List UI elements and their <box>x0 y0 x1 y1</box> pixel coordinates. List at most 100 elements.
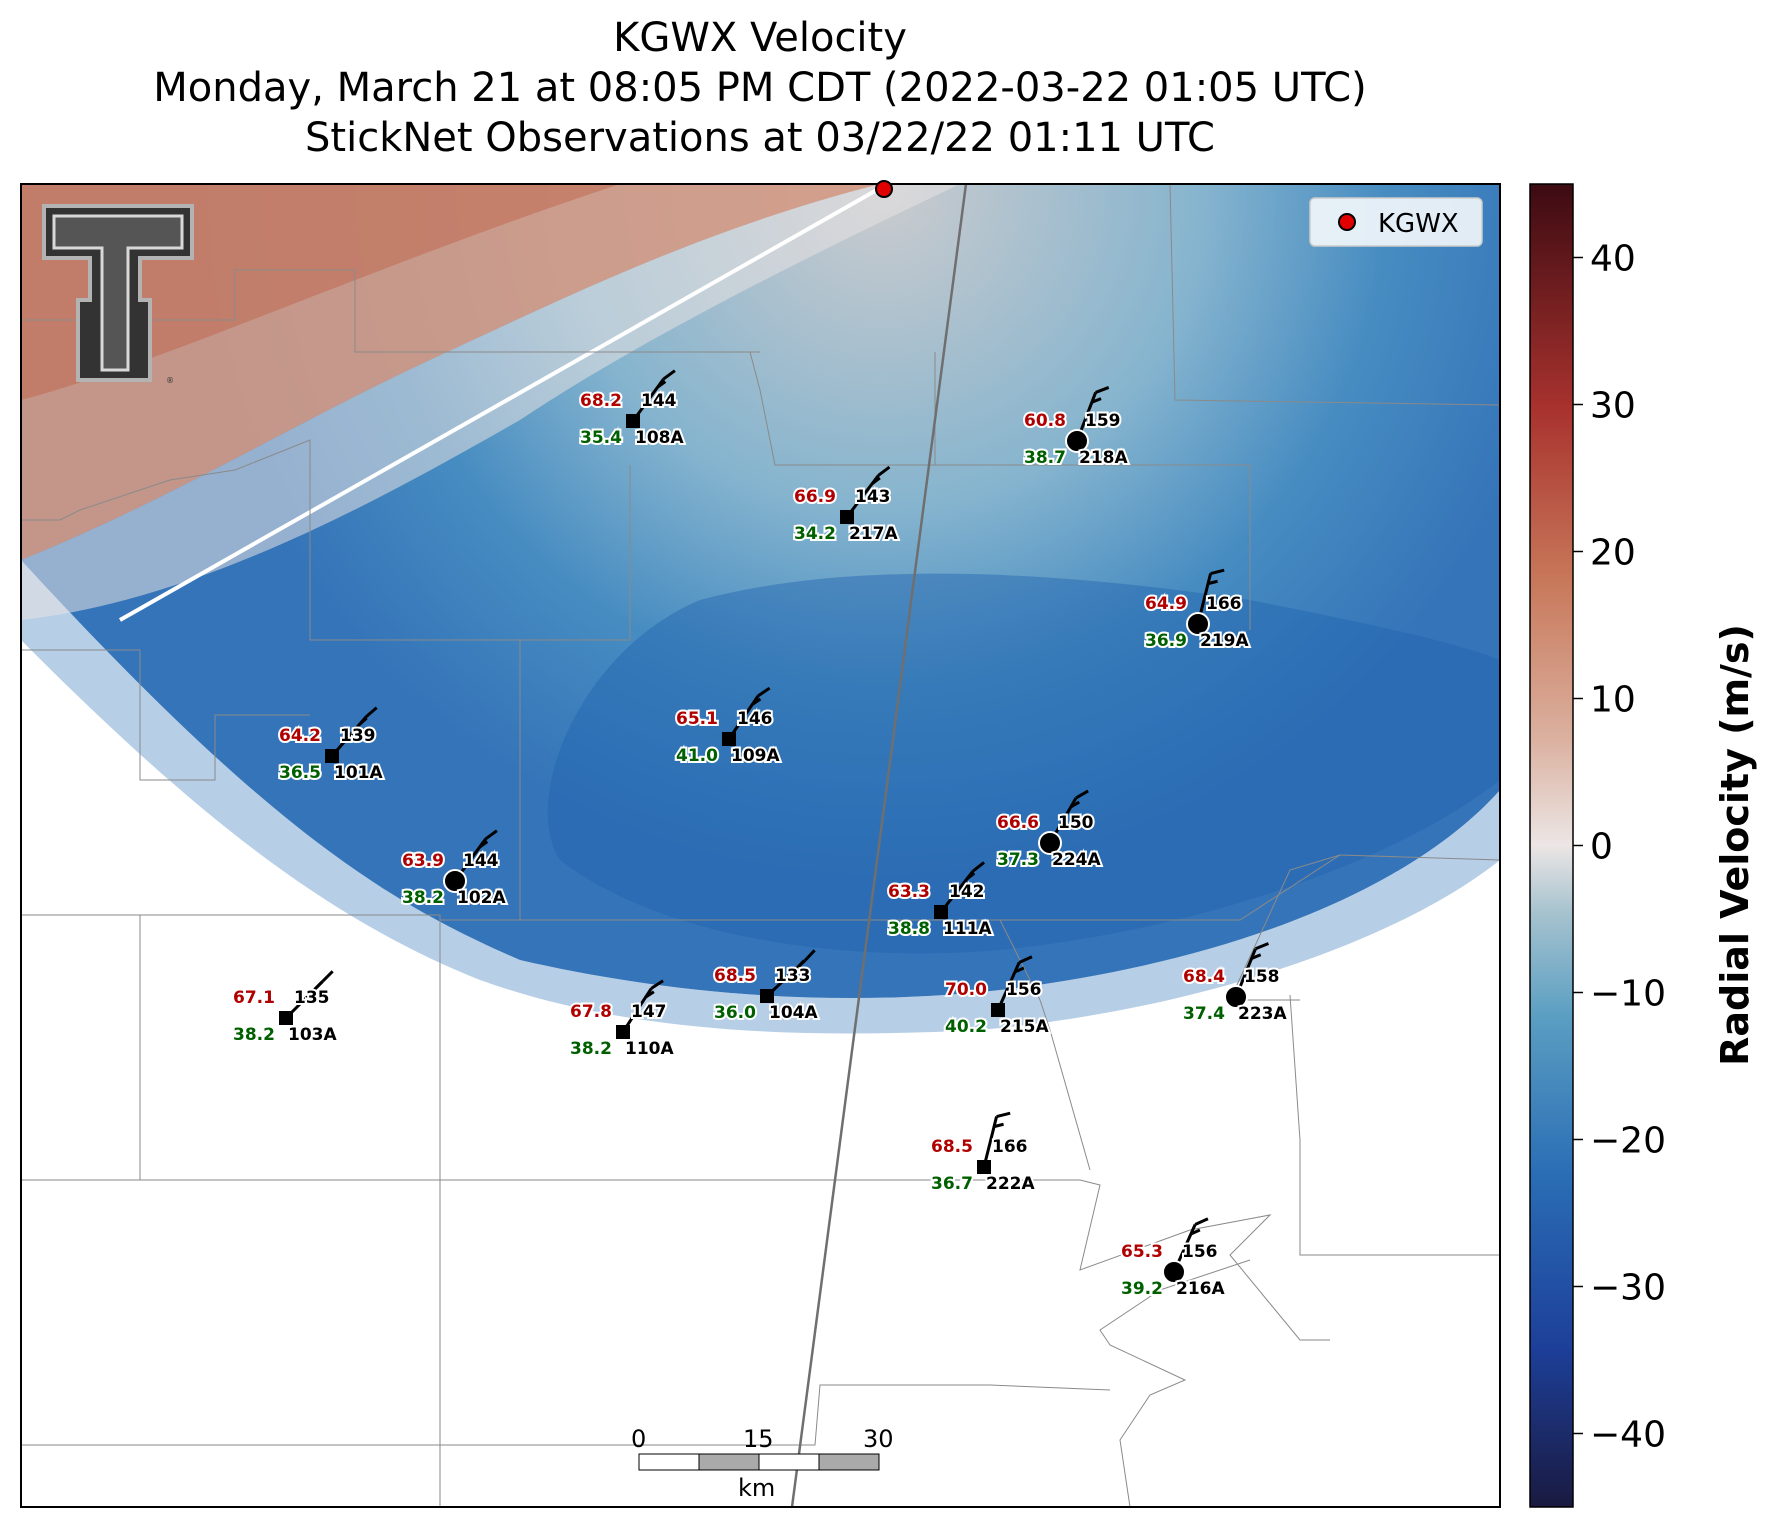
station-216A[interactable]: 65.3 156 39.2 216A <box>1119 1217 1227 1301</box>
station-dewpoint: 38.2 <box>402 888 444 908</box>
station-marker-square <box>934 905 948 919</box>
station-223A[interactable]: 68.4 158 37.4 223A <box>1181 942 1289 1026</box>
wind-barb-flag <box>650 979 664 990</box>
station-dewpoint: 36.0 <box>714 1003 756 1023</box>
wind-barb-half-flag <box>1091 397 1102 404</box>
station-temperature: 60.8 <box>1024 411 1066 431</box>
wind-barb-half-flag <box>644 990 655 999</box>
station-temperature: 64.2 <box>279 726 321 746</box>
station-id: 218A <box>1079 448 1128 468</box>
station-wind-direction: 146 <box>737 709 773 729</box>
wind-barb-flag <box>1095 386 1110 394</box>
station-temperature: 66.6 <box>997 813 1039 833</box>
station-dewpoint: 41.0 <box>676 746 718 766</box>
station-219A[interactable]: 64.9 166 36.9 219A <box>1143 568 1251 653</box>
wind-barb-half-flag <box>993 1122 1004 1129</box>
station-temperature: 68.4 <box>1183 967 1225 987</box>
texas-tech-double-t-logo: ® <box>42 204 194 385</box>
station-109A[interactable]: 65.1 146 41.0 109A <box>674 686 782 768</box>
svg-text:®: ® <box>166 376 174 385</box>
colorbar-tick-label: 20 <box>1590 533 1636 574</box>
wind-barb-flag <box>1018 955 1033 964</box>
station-dewpoint: 36.7 <box>931 1174 973 1194</box>
station-marker-square <box>325 749 339 763</box>
wind-barb-flag <box>803 949 816 962</box>
map-frame <box>20 183 1501 1508</box>
title-line-3: StickNet Observations at 03/22/22 01:11 … <box>305 115 1215 161</box>
wind-barb-half-flag <box>871 476 881 485</box>
station-110A[interactable]: 67.8 147 38.2 110A <box>568 979 676 1061</box>
station-id: 109A <box>731 746 780 766</box>
station-id: 219A <box>1200 631 1249 651</box>
station-108A[interactable]: 68.2 144 35.4 108A <box>578 369 686 450</box>
station-wind-direction: 144 <box>463 851 499 871</box>
station-id: 216A <box>1176 1279 1225 1299</box>
station-id: 217A <box>849 524 898 544</box>
station-wind-direction: 147 <box>631 1002 667 1022</box>
wind-barb-flag <box>1254 942 1270 951</box>
station-217A[interactable]: 66.9 143 34.2 217A <box>792 465 900 546</box>
station-101A[interactable]: 64.2 139 36.5 101A <box>277 706 385 785</box>
state-boundary <box>790 184 968 1507</box>
station-wind-direction: 142 <box>949 882 985 902</box>
scale-unit: km <box>738 1474 775 1502</box>
station-222A[interactable]: 68.5 166 36.7 222A <box>929 1111 1037 1196</box>
station-marker-circle <box>1065 429 1089 453</box>
station-marker-square <box>991 1003 1005 1017</box>
wind-barb-half-flag <box>1014 966 1025 974</box>
station-dewpoint: 38.8 <box>888 919 930 939</box>
station-218A[interactable]: 60.8 159 38.7 218A <box>1022 386 1130 470</box>
colorbar-tick-label: 10 <box>1590 680 1636 721</box>
station-dewpoint: 35.4 <box>580 428 622 448</box>
station-marker-square <box>840 510 854 524</box>
wind-barb-flag <box>662 369 676 381</box>
station-dewpoint: 39.2 <box>1121 1279 1163 1299</box>
colorbar-tick-label: 30 <box>1590 386 1636 427</box>
station-temperature: 63.9 <box>402 851 444 871</box>
station-dewpoint: 36.9 <box>1145 631 1187 651</box>
station-dewpoint: 38.2 <box>570 1039 612 1059</box>
station-215A[interactable]: 70.0 156 40.2 215A <box>943 955 1051 1039</box>
station-dewpoint: 36.5 <box>279 763 321 783</box>
title-line-1: KGWX Velocity <box>613 15 907 61</box>
station-id: 223A <box>1238 1004 1287 1024</box>
station-temperature: 68.5 <box>714 966 756 986</box>
station-marker-square <box>626 414 640 428</box>
radar-site-marker[interactable] <box>875 180 893 198</box>
station-marker-square <box>977 1160 991 1174</box>
map-panel <box>21 184 1500 1507</box>
wind-barb-half-flag <box>1207 579 1218 586</box>
station-224A[interactable]: 66.6 150 37.3 224A <box>995 789 1103 872</box>
scale-tick-30: 30 <box>863 1425 894 1453</box>
colorbar-ticks: 40 30 20 10 0 −10 −20 −30 −40 <box>1573 239 1666 1456</box>
station-wind-direction: 139 <box>340 726 376 746</box>
station-temperature: 63.3 <box>888 882 930 902</box>
station-id: 102A <box>457 888 506 908</box>
station-id: 215A <box>1000 1017 1049 1037</box>
station-dewpoint: 34.2 <box>794 524 836 544</box>
station-dewpoint: 37.4 <box>1183 1004 1225 1024</box>
station-wind-direction: 135 <box>294 988 330 1008</box>
colorbar-tick-label: −10 <box>1590 974 1666 1015</box>
station-temperature: 67.1 <box>233 988 275 1008</box>
station-temperature: 68.5 <box>931 1137 973 1157</box>
station-marker-circle <box>1038 831 1062 855</box>
legend: KGWX <box>1309 197 1483 247</box>
station-id: 103A <box>288 1025 337 1045</box>
station-temperature: 64.9 <box>1145 594 1187 614</box>
wind-barb-half-flag <box>1070 800 1081 809</box>
station-104A[interactable]: 68.5 133 36.0 104A <box>712 949 820 1025</box>
station-temperature: 65.3 <box>1121 1242 1163 1262</box>
colorbar-tick-label: 0 <box>1590 827 1613 868</box>
scale-bar: 0 15 30 km <box>631 1425 894 1502</box>
wind-barb-half-flag <box>478 840 489 849</box>
county-boundaries <box>21 184 1500 1507</box>
station-111A[interactable]: 63.3 142 38.8 111A <box>886 861 994 941</box>
wind-barb-flag <box>757 686 771 698</box>
station-102A[interactable]: 63.9 144 38.2 102A <box>400 829 508 910</box>
station-103A[interactable]: 67.1 135 38.2 103A <box>231 970 339 1047</box>
wind-barb-half-flag <box>314 980 324 990</box>
station-wind-direction: 158 <box>1244 967 1280 987</box>
station-dewpoint: 38.7 <box>1024 448 1066 468</box>
